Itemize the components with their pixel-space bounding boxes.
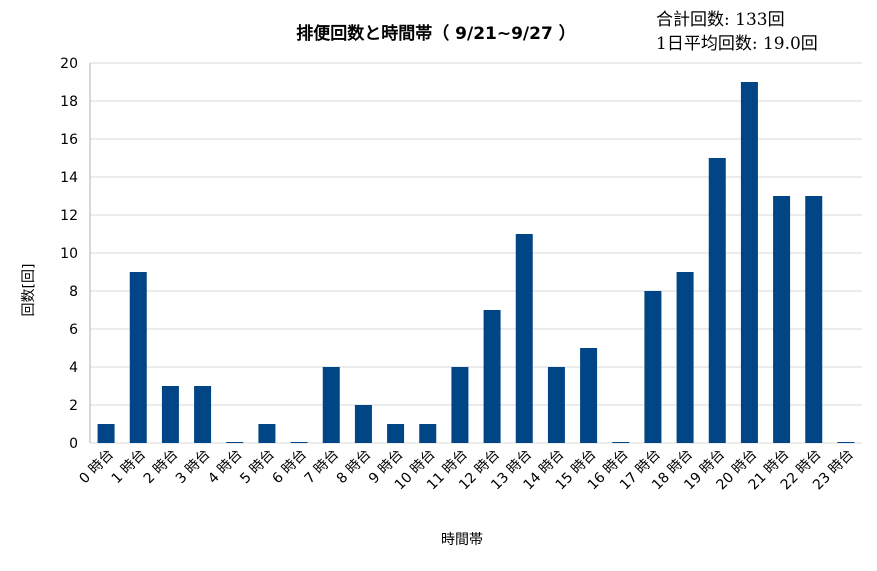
x-tick-label: 6 時台 [269,447,310,488]
x-tick-label: 2 時台 [141,447,182,488]
bar [612,442,630,443]
daily-average-label: 1日平均回数: 19.0回 [656,34,818,54]
bar [161,386,179,443]
bar [97,424,115,443]
y-axis-ticks: 0 2 4 6 8 10 12 14 16 18 20 [60,56,78,452]
bar [258,424,276,443]
x-tick-label: 1 時台 [109,447,150,488]
y-tick-label: 20 [60,56,78,72]
chart-title: 排便回数と時間帯（ 9/21~9/27 ） [296,23,575,44]
y-axis-label: 回数[回] [21,264,37,317]
bar [129,272,147,443]
bar [773,196,791,443]
x-axis-ticks: 0 時台1 時台2 時台3 時台4 時台5 時台6 時台7 時台8 時台9 時台… [76,447,856,494]
bar [676,272,694,443]
bar [194,386,212,443]
bar [451,367,469,443]
total-count-label: 合計回数: 133回 [656,10,785,30]
bar [515,234,533,443]
bar [644,291,662,443]
y-tick-label: 12 [60,208,78,224]
y-tick-label: 0 [69,436,78,452]
bar [483,310,501,443]
y-tick-label: 14 [60,170,78,186]
y-tick-label: 10 [60,246,78,262]
x-tick-label: 3 時台 [173,447,214,488]
x-tick-label: 8 時台 [334,447,375,488]
y-tick-label: 18 [60,94,78,110]
bar [708,158,726,443]
bars [97,82,855,443]
bar [837,442,855,443]
bar [354,405,372,443]
y-tick-label: 8 [69,284,78,300]
gridlines [89,62,862,444]
x-tick-label: 0 時台 [76,447,117,488]
y-tick-label: 6 [69,322,78,338]
bar [805,196,823,443]
bar [547,367,565,443]
x-tick-label: 4 時台 [205,447,246,488]
x-tick-label: 5 時台 [237,447,278,488]
bar [419,424,437,443]
bar [322,367,340,443]
bar [740,82,758,443]
bar [226,442,244,443]
x-axis-label: 時間帯 [441,532,483,548]
y-tick-label: 4 [69,360,78,376]
bar [387,424,405,443]
y-tick-label: 2 [69,398,78,414]
bar [290,442,308,443]
y-tick-label: 16 [60,132,78,148]
bar [580,348,598,443]
x-tick-label: 7 時台 [302,447,343,488]
